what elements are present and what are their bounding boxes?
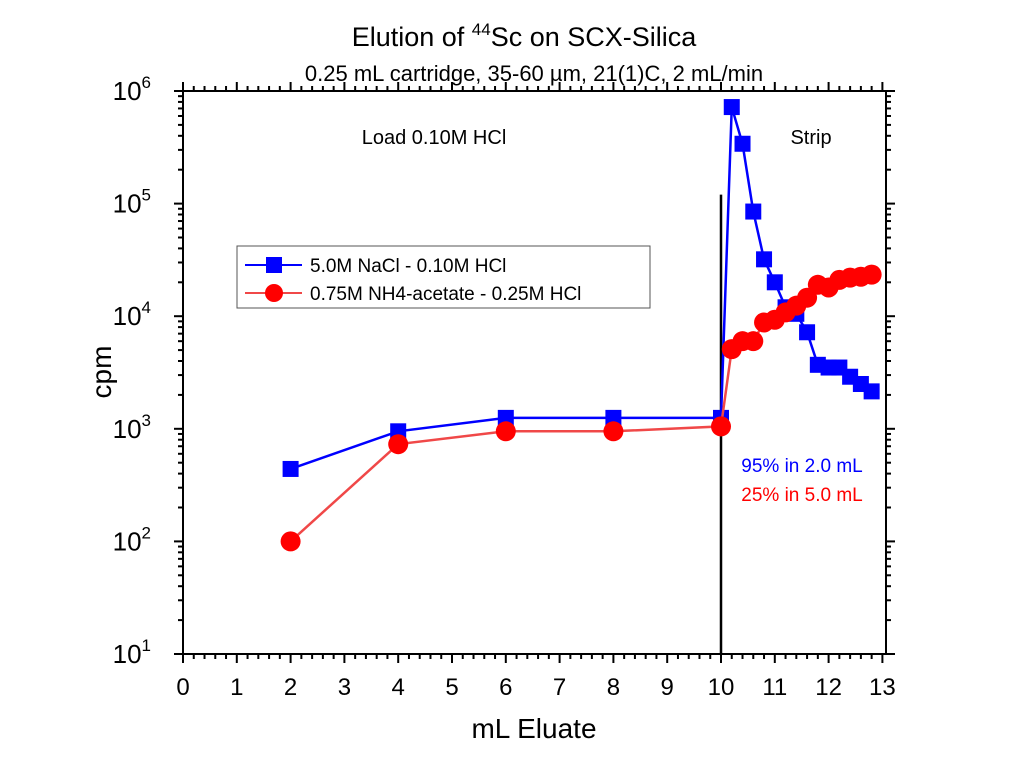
x-tick-label: 9: [661, 674, 674, 701]
x-axis-label: mL Eluate: [471, 713, 596, 744]
legend-box: [236, 245, 651, 309]
data-point-circle: [603, 421, 624, 442]
data-point-square: [799, 324, 816, 341]
plot-frame: [182, 90, 887, 655]
data-point-square: [282, 460, 299, 477]
chart-subtitle: 0.25 mL cartridge, 35-60 µm, 21(1)C, 2 m…: [305, 61, 763, 86]
y-tick-label: 102: [113, 523, 151, 556]
annotation-blue-recovery: 95% in 2.0 mL: [741, 456, 862, 477]
data-point-circle: [743, 331, 764, 352]
x-tick-label: 8: [607, 674, 620, 701]
x-tick-label: 7: [553, 674, 566, 701]
y-axis-label: cpm: [86, 346, 117, 399]
x-tick-label: 12: [815, 674, 842, 701]
legend-marker-circle: [265, 284, 283, 302]
data-point-square: [745, 203, 762, 220]
axis-ticks: [174, 82, 895, 663]
data-point-square: [756, 251, 773, 268]
x-tick-label: 1: [230, 674, 243, 701]
annotation-load: Load 0.10M HCl: [362, 127, 507, 149]
legend: 5.0M NaCl - 0.10M HCl 0.75M NH4-acetate …: [236, 245, 651, 309]
x-tick-label: 6: [499, 674, 512, 701]
x-tick-label: 11: [762, 674, 787, 701]
x-tick-label: 3: [338, 674, 351, 701]
y-tick-label: 101: [113, 636, 151, 669]
data-point-square: [863, 383, 880, 400]
data-point-square: [497, 409, 514, 426]
x-tick-labels: 0 1 2 3 4 5 6 7 8 9 10 11 12 13: [176, 674, 895, 701]
y-tick-label: 103: [113, 411, 151, 444]
data-point-circle: [280, 531, 301, 552]
series-group: [280, 99, 882, 552]
legend-label-nacl: 5.0M NaCl - 0.10M HCl: [310, 256, 506, 277]
x-tick-label: 4: [392, 674, 405, 701]
annotation-red-recovery: 25% in 5.0 mL: [741, 485, 862, 506]
annotation-strip: Strip: [790, 127, 831, 149]
x-tick-label: 0: [176, 674, 189, 701]
x-tick-label: 2: [284, 674, 297, 701]
x-tick-label: 10: [708, 674, 735, 701]
data-point-circle: [861, 264, 882, 285]
y-tick-label: 104: [113, 298, 151, 331]
data-point-circle: [388, 434, 409, 455]
x-tick-label: 13: [869, 674, 896, 701]
legend-marker-square: [266, 257, 282, 273]
legend-label-nh4acetate: 0.75M NH4-acetate - 0.25M HCl: [310, 284, 581, 305]
y-tick-label: 106: [113, 73, 151, 106]
data-point-square: [605, 409, 622, 426]
data-point-circle: [495, 421, 516, 442]
x-tick-label: 5: [445, 674, 458, 701]
y-tick-label: 105: [113, 186, 151, 219]
data-point-square: [766, 274, 783, 291]
y-tick-labels: 101 102 103 104 105 106: [113, 73, 151, 669]
data-point-square: [734, 135, 751, 152]
chart-title: Elution of 44Sc on SCX-Silica: [352, 20, 698, 52]
data-point-square: [723, 99, 740, 116]
data-point-circle: [711, 416, 731, 437]
